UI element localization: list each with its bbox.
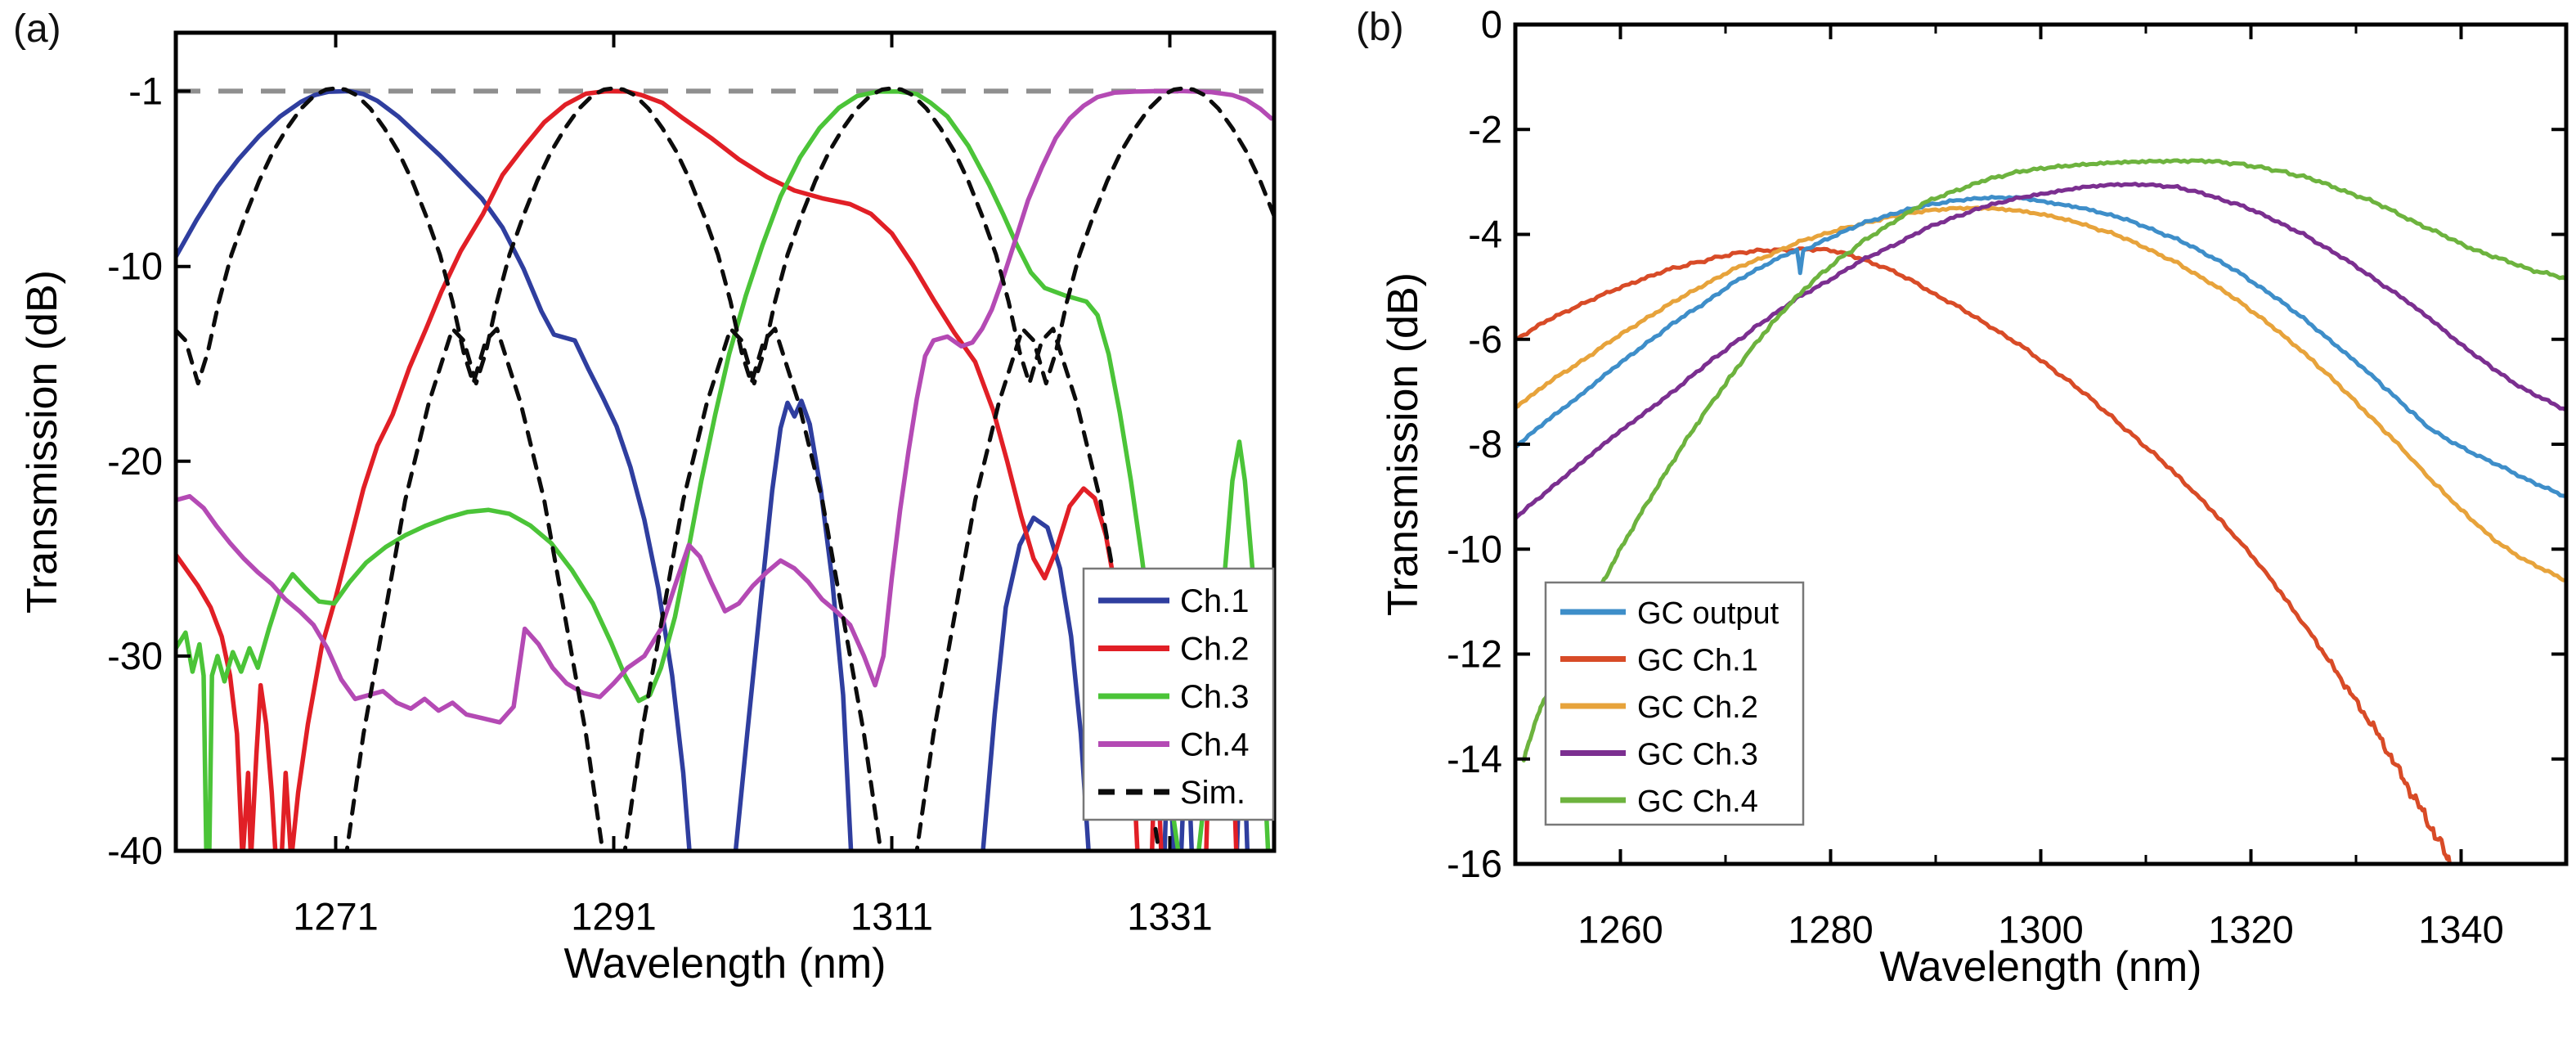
x-tick-label: 1280 (1788, 907, 1874, 951)
y-tick-label: -10 (107, 245, 163, 288)
series-ch-4 (176, 88, 1274, 725)
legend-label: Ch.4 (1180, 727, 1250, 763)
legend-label: Ch.2 (1180, 632, 1250, 668)
y-tick-label: -6 (1468, 317, 1502, 361)
y-tick-label: -12 (1447, 632, 1502, 676)
series-sim- (914, 86, 1274, 851)
y-tick-label: -14 (1447, 737, 1502, 780)
chart-panel-a: 1271 1291 1311 1331-1-10-20-30-40Ch.1Ch.2Ch… (107, 30, 1277, 938)
panel-a-label: (a) (13, 7, 61, 51)
legend-label: Ch.1 (1180, 583, 1250, 619)
y-axis-title-a: Transmission (dB) (19, 270, 66, 614)
y-tick-label: -20 (107, 439, 163, 483)
series-gc-ch-2 (1515, 205, 2566, 582)
legend-label: Ch.3 (1180, 679, 1250, 715)
y-tick-label: -10 (1447, 527, 1502, 570)
y-tick-label: 0 (1481, 2, 1502, 46)
y-tick-label: -4 (1468, 213, 1502, 256)
legend-label: GC Ch.1 (1637, 644, 1758, 678)
y-tick-label: -1 (128, 69, 163, 112)
series-gc-output (1515, 195, 2566, 499)
x-tick-label: 1320 (2208, 907, 2294, 951)
ticks (1515, 23, 2566, 866)
y-tick-label: -2 (1468, 107, 1502, 151)
legend: GC output GC Ch.1 GC Ch.2 GC Ch.3 GC Ch.4 (1544, 581, 1805, 826)
y-axis-title-b: Transmission (dB) (1380, 272, 1427, 616)
x-tick-label: 1331 (1127, 894, 1213, 938)
x-tick-label: 1291 (571, 894, 657, 938)
x-tick-label: 1311 (850, 894, 933, 938)
plot-area (1515, 158, 2566, 864)
series-ch-3 (176, 89, 1181, 851)
y-tick-label: -8 (1468, 422, 1502, 466)
series-ch-1 (176, 88, 692, 851)
legend: Ch.1 Ch.2 Ch.3 Ch.4 Sim. (1082, 567, 1275, 821)
panel-b-label: (b) (1356, 6, 1404, 49)
series-ch-1 (981, 515, 1091, 851)
series-sim- (622, 86, 1161, 851)
x-tick-label: 1260 (1577, 907, 1663, 951)
series-sim- (176, 86, 605, 851)
x-tick-label: 1271 (293, 894, 379, 938)
x-axis-title-a: Wavelength (nm) (563, 940, 886, 987)
legend-label: GC Ch.4 (1637, 785, 1758, 819)
tick-labels: 1260 1280 1300 1320 1340 0 -2 -4 -6 -8 -10 -12 -14 -1… (1447, 2, 2504, 951)
ticks (176, 33, 1172, 852)
series-gc-ch-1 (1515, 246, 2453, 864)
series-sim- (344, 86, 883, 851)
x-tick-label: 1300 (1998, 907, 2084, 951)
series-gc-ch-4 (1521, 158, 2566, 762)
chart-panel-b: 1260 1280 1300 1320 1340 0 -2 -4 -6 -8 -10 -12 -14 -1… (1447, 2, 2569, 951)
legend-label: GC output (1637, 596, 1779, 631)
y-tick-label: -30 (107, 634, 163, 677)
x-tick-label: 1340 (2418, 907, 2504, 951)
tick-labels: 1271 1291 1311 1331 -1 -10 -20 -30 -40 (107, 69, 1213, 938)
y-tick-label: -16 (1447, 842, 1502, 885)
series-ch-2 (176, 88, 1140, 851)
legend-label: Sim. (1180, 775, 1245, 811)
legend-label: GC Ch.2 (1637, 690, 1758, 725)
legend-label: GC Ch.3 (1637, 738, 1758, 772)
x-axis-title-b: Wavelength (nm) (1879, 943, 2202, 991)
series-ch-1 (733, 398, 854, 851)
y-tick-label: -40 (107, 829, 163, 872)
series-gc-ch-3 (1515, 182, 2566, 521)
plot-frame (173, 30, 1277, 853)
